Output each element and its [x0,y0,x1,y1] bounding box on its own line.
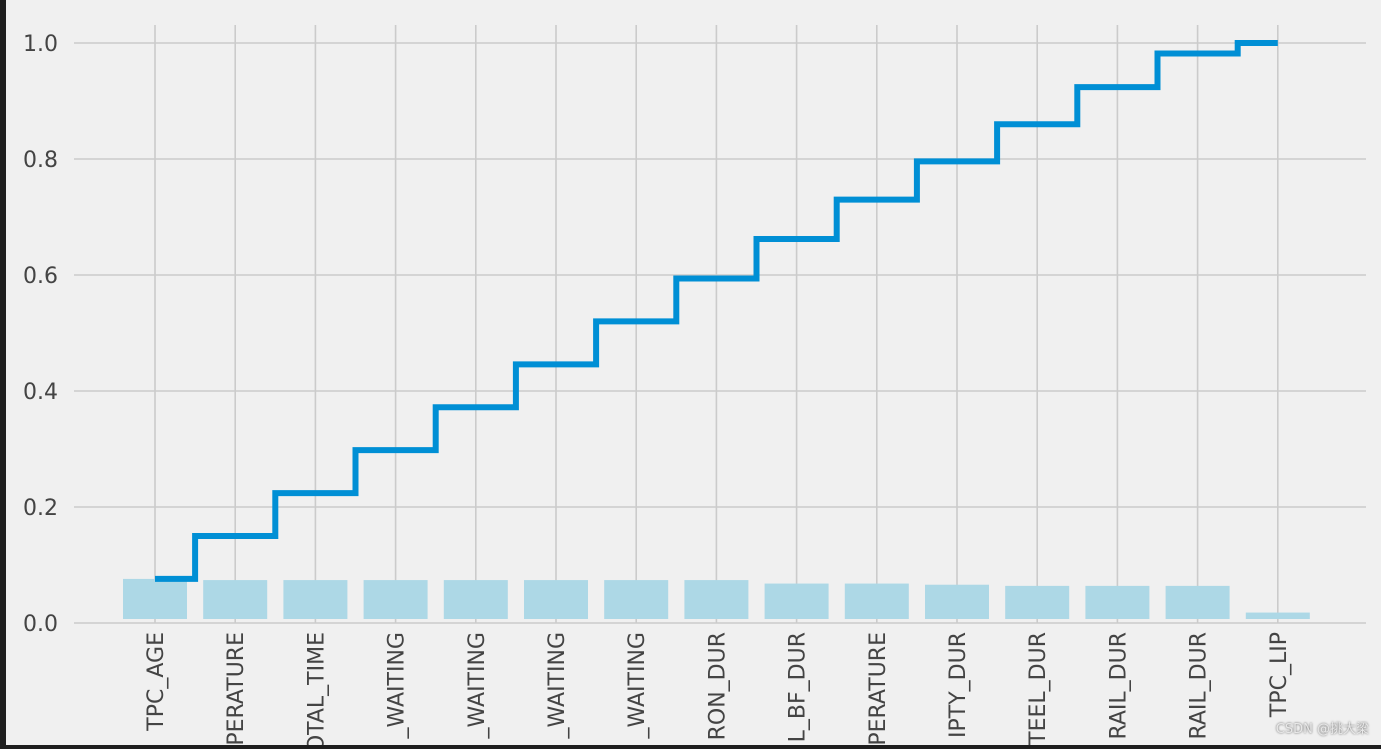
bar [363,580,428,619]
x-tick-label: _WAITING [465,632,490,740]
x-tick-label: PERATURE [866,632,891,745]
x-tick-label: L_BF_DUR [786,632,811,742]
y-tick-label: 0.8 [23,148,58,173]
watermark: CSDN @挑大梁 [1275,722,1369,737]
y-tick-label: 1.0 [23,32,58,57]
bar [684,580,749,619]
y-tick-label: 0.6 [23,264,58,289]
bar [283,580,348,619]
bar [1245,612,1310,619]
bar [604,580,669,619]
plot-background [6,0,1381,745]
bar [123,578,187,619]
y-tick-label: 0.0 [23,612,58,637]
cumulative-line [155,40,1278,582]
bar [844,583,909,619]
x-tick-label: OTAL_TIME [304,632,329,745]
bar [764,583,829,619]
bar [524,580,588,619]
x-tick-label: _WAITING [545,632,570,740]
x-tick-label: RAIL_DUR [1106,632,1131,740]
x-tick-label: _WAITING [625,632,650,740]
x-tick-label: TPC_LIP [1267,632,1292,718]
bar [203,580,268,619]
x-tick-labels: TPC_AGE PERATURE OTAL_TIME _WAITING _WAITING… [144,632,1292,749]
y-tick-label: 0.2 [23,496,58,521]
x-tick-label: TEEL_DUR [1026,632,1051,745]
bar [1165,585,1230,619]
bars [123,578,1310,619]
y-tick-labels: 0.0 0.2 0.4 0.6 0.8 1.0 [23,32,58,637]
x-tick-label: PERATURE [224,632,249,745]
x-tick-label: _WAITING [385,632,410,740]
x-tick-label: IPTY_DUR [946,632,971,738]
x-tick-label: RAIL_DUR [1187,632,1212,740]
x-tick-label: RON_DUR [705,632,730,740]
bar [443,580,508,619]
x-tick-label: TPC_AGE [144,632,169,732]
bar [925,584,989,619]
bar [1085,585,1150,619]
cumulative-step-line [155,40,1278,582]
y-tick-label: 0.4 [23,380,58,405]
bar [1005,585,1070,619]
